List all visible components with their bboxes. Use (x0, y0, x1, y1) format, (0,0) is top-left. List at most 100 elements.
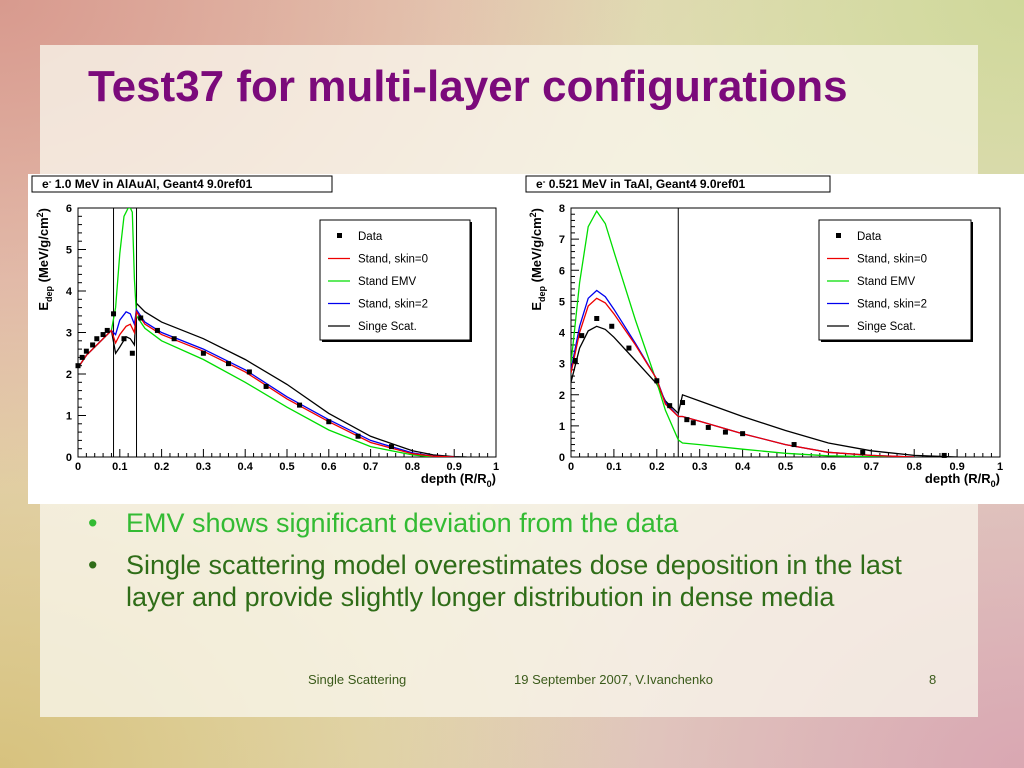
data-point (246, 369, 252, 375)
data-point (722, 429, 728, 435)
bullet-list: • EMV shows significant deviation from t… (88, 508, 958, 624)
bullet-marker: • (88, 508, 98, 538)
series-line-singe-scat (78, 301, 467, 457)
x-tick-label: 0.9 (949, 461, 964, 473)
data-point (83, 348, 89, 354)
data-point (594, 315, 600, 321)
legend-marker (337, 233, 342, 238)
y-tick-label: 2 (66, 369, 72, 381)
data-point (225, 361, 231, 367)
data-point (941, 452, 947, 458)
x-tick-label: 0 (568, 461, 574, 473)
x-tick-label: 0.2 (649, 461, 664, 473)
x-tick-label: 0.7 (363, 461, 378, 473)
data-point (572, 358, 578, 364)
y-axis-label: Edep (MeV/g/cm2) (35, 208, 54, 311)
series-line-stand-emv (571, 209, 915, 457)
y-tick-label: 0 (66, 452, 72, 464)
x-tick-label: 0.8 (405, 461, 420, 473)
x-tick-label: 0.3 (692, 461, 707, 473)
data-point (121, 336, 127, 342)
footer-left: Single Scattering (308, 672, 407, 687)
data-point (154, 327, 160, 333)
y-tick-label: 6 (559, 265, 565, 277)
y-tick-label: 7 (559, 234, 565, 246)
chart-title: e- 1.0 MeV in AlAuAl, Geant4 9.0ref01 (42, 177, 253, 191)
data-point (791, 442, 797, 448)
data-point (79, 354, 85, 360)
chart-2: e- 0.521 MeV in TaAl, Geant4 9.0ref01 0 0.… (525, 175, 1003, 489)
legend-label: Stand, skin=0 (358, 254, 428, 266)
y-tick-label: 4 (66, 286, 73, 298)
y-axis-label: Edep (MeV/g/cm2) (528, 208, 547, 311)
x-tick-label: 0.3 (196, 461, 211, 473)
data-point (129, 350, 135, 356)
chart-1: e- 1.0 MeV in AlAuAl, Geant4 9.0ref01 0 0.… (31, 175, 499, 489)
charts: e- 1.0 MeV in AlAuAl, Geant4 9.0ref01 0 0.… (31, 175, 1003, 489)
x-tick-label: 0.1 (606, 461, 621, 473)
data-point (75, 363, 81, 369)
data-point (297, 402, 303, 408)
y-tick-label: 4 (559, 328, 566, 340)
chart-title-box (525, 175, 831, 193)
legend-marker (836, 233, 841, 238)
data-point (684, 417, 690, 423)
bullet-item: • EMV shows significant deviation from t… (88, 508, 958, 540)
x-tick-label: 1 (997, 461, 1003, 473)
data-point (626, 345, 632, 351)
data-point (355, 433, 361, 439)
bullet-item: • Single scattering model overestimates … (88, 550, 958, 614)
x-tick-label: 0.2 (154, 461, 169, 473)
series-line-stand-skin-0 (571, 297, 915, 457)
y-tick-label: 8 (559, 203, 565, 215)
bullet-text: EMV shows significant deviation from the… (126, 508, 679, 538)
data-point (171, 336, 177, 342)
x-tick-label: 0.1 (112, 461, 127, 473)
data-point (860, 449, 866, 455)
chart-title-box (31, 175, 333, 193)
y-tick-label: 2 (559, 390, 565, 402)
data-point (111, 311, 117, 317)
y-tick-label: 0 (559, 452, 565, 464)
legend-label: Data (857, 231, 882, 243)
page-number: 8 (929, 672, 937, 687)
y-tick-label: 6 (66, 203, 72, 215)
y-tick-label: 3 (559, 359, 565, 371)
legend-label: Singe Scat. (857, 321, 916, 333)
data-point (680, 400, 686, 406)
data-point (609, 323, 615, 329)
legend-box (319, 219, 471, 341)
y-tick-label: 5 (559, 296, 565, 308)
legend-label: Stand, skin=2 (358, 299, 428, 311)
legend-label: Singe Scat. (358, 321, 417, 333)
data-point (94, 336, 100, 342)
data-point (326, 419, 332, 425)
chart-title: e- 0.521 MeV in TaAl, Geant4 9.0ref01 (536, 177, 746, 191)
legend-label: Stand EMV (857, 276, 915, 288)
data-point (705, 424, 711, 430)
y-tick-label: 3 (66, 328, 72, 340)
x-tick-label: 0.7 (864, 461, 879, 473)
data-point (104, 327, 110, 333)
x-tick-label: 0.6 (321, 461, 336, 473)
data-point (740, 431, 746, 437)
x-tick-label: 0.4 (735, 461, 751, 473)
x-tick-label: 0.5 (279, 461, 294, 473)
x-tick-label: 0.6 (821, 461, 836, 473)
data-point (690, 420, 696, 426)
x-tick-label: 0 (75, 461, 81, 473)
legend-label: Stand, skin=2 (857, 299, 927, 311)
data-point (579, 333, 585, 339)
y-tick-label: 1 (66, 411, 72, 423)
x-tick-label: 0.4 (238, 461, 254, 473)
data-point (667, 403, 673, 409)
slide-title: Test37 for multi-layer configurations (88, 62, 848, 111)
legend-label: Stand EMV (358, 276, 416, 288)
y-tick-label: 1 (559, 421, 565, 433)
data-point (263, 383, 269, 389)
data-point (200, 350, 206, 356)
footer-center: 19 September 2007, V.Ivanchenko (514, 672, 713, 687)
x-tick-label: 0.9 (447, 461, 462, 473)
bullet-text: Single scattering model overestimates do… (126, 549, 902, 612)
data-point (138, 315, 144, 321)
